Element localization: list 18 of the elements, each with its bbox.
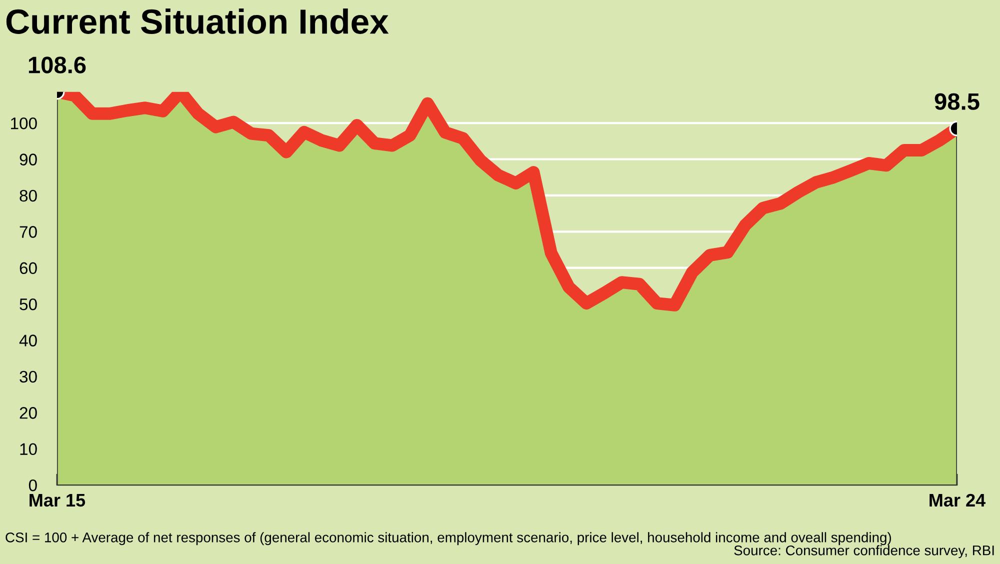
y-tick-label: 100 (11, 117, 37, 130)
y-tick-label: 10 (20, 443, 37, 456)
y-tick-label: 50 (20, 298, 37, 310)
y-tick-label: 20 (20, 407, 37, 419)
x-tick-label: Mar 15 (30, 494, 86, 507)
source-note: Source: Consumer confidence survey, RBI (734, 545, 994, 558)
y-tick-label: 30 (20, 370, 37, 383)
x-tick-label: Mar 24 (930, 494, 986, 507)
text: CSI = 100 + Average of net responses of (general economic situation, employment scenario, price level, household income and oveall spending) (6, 532, 891, 546)
data-label: 108.6 (28, 56, 86, 74)
y-tick-label: 0 (28, 479, 37, 492)
y-tick-label: 60 (20, 262, 37, 274)
y-tick-label: 40 (19, 334, 37, 346)
y-tick-label: 70 (20, 226, 37, 238)
y-tick-label: 80 (20, 190, 37, 202)
data-label: 98.5 (934, 93, 980, 110)
y-tick-label: 90 (20, 154, 37, 166)
chart-title: Current Situation Index (6, 8, 389, 34)
